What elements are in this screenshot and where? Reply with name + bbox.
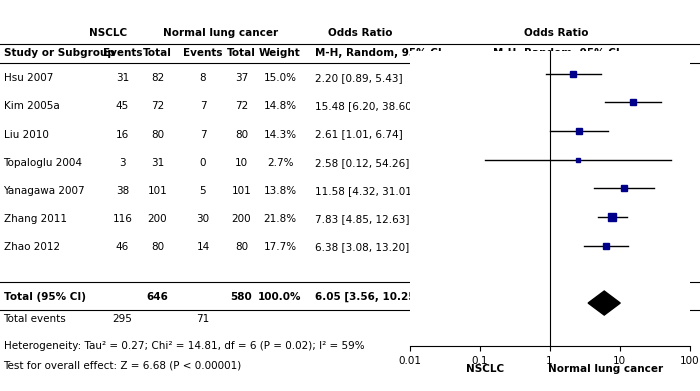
Text: Total (95% CI): Total (95% CI) [4,292,85,302]
Text: 10: 10 [235,158,248,168]
Text: Total: Total [143,48,172,58]
Text: 2.20 [0.89, 5.43]: 2.20 [0.89, 5.43] [315,73,402,83]
Text: 7: 7 [199,129,206,140]
Text: 15.0%: 15.0% [263,73,297,83]
Text: 80: 80 [235,242,248,252]
Text: 31: 31 [151,158,164,168]
Text: Test for overall effect: Z = 6.68 (P < 0.00001): Test for overall effect: Z = 6.68 (P < 0… [4,361,241,371]
Text: 17.7%: 17.7% [263,242,297,252]
Text: 80: 80 [151,242,164,252]
Text: 71: 71 [197,314,209,324]
Text: 101: 101 [148,186,167,196]
Text: 200: 200 [148,214,167,224]
Text: NSCLC: NSCLC [90,28,127,38]
Polygon shape [588,291,620,315]
Text: Liu 2010: Liu 2010 [4,129,48,140]
Text: 31: 31 [116,73,129,83]
Text: Study or Subgroup: Study or Subgroup [4,48,114,58]
Text: 2.58 [0.12, 54.26]: 2.58 [0.12, 54.26] [315,158,410,168]
Text: 116: 116 [113,214,132,224]
Text: Odds Ratio: Odds Ratio [524,28,589,38]
Text: Zhang 2011: Zhang 2011 [4,214,66,224]
Text: Normal lung cancer: Normal lung cancer [548,364,663,375]
Text: 5: 5 [199,186,206,196]
Text: Hsu 2007: Hsu 2007 [4,73,53,83]
Text: Events: Events [103,48,142,58]
Text: Normal lung cancer: Normal lung cancer [163,28,278,38]
Text: Events: Events [183,48,223,58]
Text: 16: 16 [116,129,129,140]
Text: Total events: Total events [4,314,66,324]
Text: 46: 46 [116,242,129,252]
Text: 11.58 [4.32, 31.01]: 11.58 [4.32, 31.01] [315,186,416,196]
Text: 7.83 [4.85, 12.63]: 7.83 [4.85, 12.63] [315,214,410,224]
Text: 38: 38 [116,186,129,196]
Text: 580: 580 [230,292,253,302]
Text: 15.48 [6.20, 38.60]: 15.48 [6.20, 38.60] [315,101,416,111]
Text: Kim 2005a: Kim 2005a [4,101,60,111]
Text: 82: 82 [151,73,164,83]
Text: Heterogeneity: Tau² = 0.27; Chi² = 14.81, df = 6 (P = 0.02); I² = 59%: Heterogeneity: Tau² = 0.27; Chi² = 14.81… [4,341,364,351]
Text: 72: 72 [235,101,248,111]
Text: 101: 101 [232,186,251,196]
Text: 295: 295 [113,314,132,324]
Text: 14: 14 [197,242,209,252]
Text: 200: 200 [232,214,251,224]
Text: Yanagawa 2007: Yanagawa 2007 [4,186,85,196]
Text: 14.3%: 14.3% [263,129,297,140]
Text: 30: 30 [197,214,209,224]
Text: 13.8%: 13.8% [263,186,297,196]
Text: 100.0%: 100.0% [258,292,302,302]
Text: 646: 646 [146,292,169,302]
Text: 45: 45 [116,101,129,111]
Text: 7: 7 [199,101,206,111]
Text: Total: Total [227,48,256,58]
Text: Weight: Weight [259,48,301,58]
Text: 72: 72 [151,101,164,111]
Text: Topaloglu 2004: Topaloglu 2004 [4,158,83,168]
Text: 2.61 [1.01, 6.74]: 2.61 [1.01, 6.74] [315,129,402,140]
Text: 80: 80 [151,129,164,140]
Text: 21.8%: 21.8% [263,214,297,224]
Text: 2.7%: 2.7% [267,158,293,168]
Text: 80: 80 [235,129,248,140]
Text: 37: 37 [235,73,248,83]
Text: M-H, Random, 95% CI: M-H, Random, 95% CI [315,48,442,58]
Text: 0: 0 [199,158,206,168]
Text: NSCLC: NSCLC [466,364,504,375]
Text: 6.05 [3.56, 10.25]: 6.05 [3.56, 10.25] [315,292,420,302]
Text: Odds Ratio: Odds Ratio [328,28,393,38]
Text: 8: 8 [199,73,206,83]
Text: 14.8%: 14.8% [263,101,297,111]
Text: 6.38 [3.08, 13.20]: 6.38 [3.08, 13.20] [315,242,410,252]
Text: Zhao 2012: Zhao 2012 [4,242,60,252]
Text: 3: 3 [119,158,126,168]
Text: M-H, Random, 95% CI: M-H, Random, 95% CI [493,48,620,58]
